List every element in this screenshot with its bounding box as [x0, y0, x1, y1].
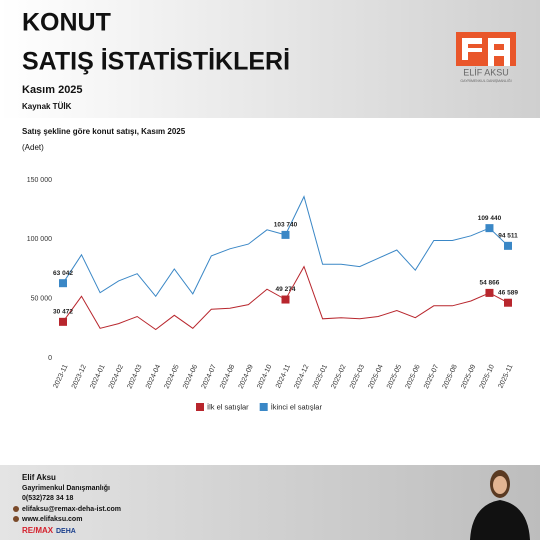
y-tick-label: 50 000: [31, 296, 53, 303]
point-marker: [485, 224, 494, 233]
value-label: 49 274: [276, 286, 296, 293]
contact-role: Gayrimenkul Danışmanlığı: [22, 485, 110, 492]
value-label: 63 042: [53, 270, 73, 277]
logo-sub: GAYRİMENKUL DANIŞMANLIĞI: [460, 78, 511, 83]
value-label: 30 472: [53, 309, 73, 316]
value-label: 109 440: [478, 215, 502, 222]
contact-email: elifaksu@remax-deha-ist.com: [22, 506, 121, 513]
portrait-face: [493, 476, 507, 494]
point-marker: [504, 241, 512, 250]
point-marker: [281, 295, 290, 304]
legend-swatch: [259, 403, 268, 411]
logo-name: ELİF AKSU: [463, 67, 509, 77]
logo-mark: [494, 56, 504, 66]
source: Kaynak TÜİK: [22, 102, 72, 111]
header-band: [0, 0, 540, 118]
logo: ELİF AKSU GAYRİMENKUL DANIŞMANLIĞI: [456, 32, 516, 83]
point-marker: [59, 279, 67, 288]
logo-mark: [488, 38, 510, 66]
period: Kasım 2025: [22, 84, 83, 96]
logo-mark: [468, 44, 482, 48]
y-tick-label: 0: [48, 355, 52, 362]
y-tick-label: 100 000: [27, 236, 52, 243]
value-label: 46 589: [498, 289, 518, 296]
footer-band: [0, 465, 540, 540]
contact-web: www.elifaksu.com: [21, 516, 82, 523]
icon: [13, 506, 19, 512]
legend-label: İlk el satışlar: [207, 402, 249, 411]
unit-label: (Adet): [22, 143, 44, 152]
value-label: 103 740: [274, 222, 298, 229]
point-marker: [59, 317, 67, 326]
brand: RE/MAX: [22, 526, 54, 535]
portrait-body: [470, 500, 530, 540]
legend-swatch: [196, 403, 204, 411]
portrait: [470, 470, 530, 540]
point-marker: [281, 230, 290, 239]
office: DEHA: [56, 528, 76, 535]
logo-mark: [468, 52, 482, 60]
legend-label: İkinci el satışlar: [271, 402, 323, 411]
chart-title: Satış şekline göre konut satışı, Kasım 2…: [22, 127, 186, 136]
icon: [13, 516, 19, 522]
point-marker: [485, 288, 494, 297]
contact-name: Elif Aksu: [22, 473, 56, 482]
logo-mark: [494, 44, 504, 50]
point-marker: [504, 298, 512, 307]
value-label: 54 866: [480, 280, 500, 287]
value-label: 94 511: [498, 233, 518, 240]
title-line: KONUT: [22, 9, 111, 37]
title-line: SATIŞ İSTATİSTİKLERİ: [22, 48, 290, 76]
y-tick-label: 150 000: [27, 177, 52, 184]
contact-phone: 0(532)728 34 18: [22, 495, 73, 502]
